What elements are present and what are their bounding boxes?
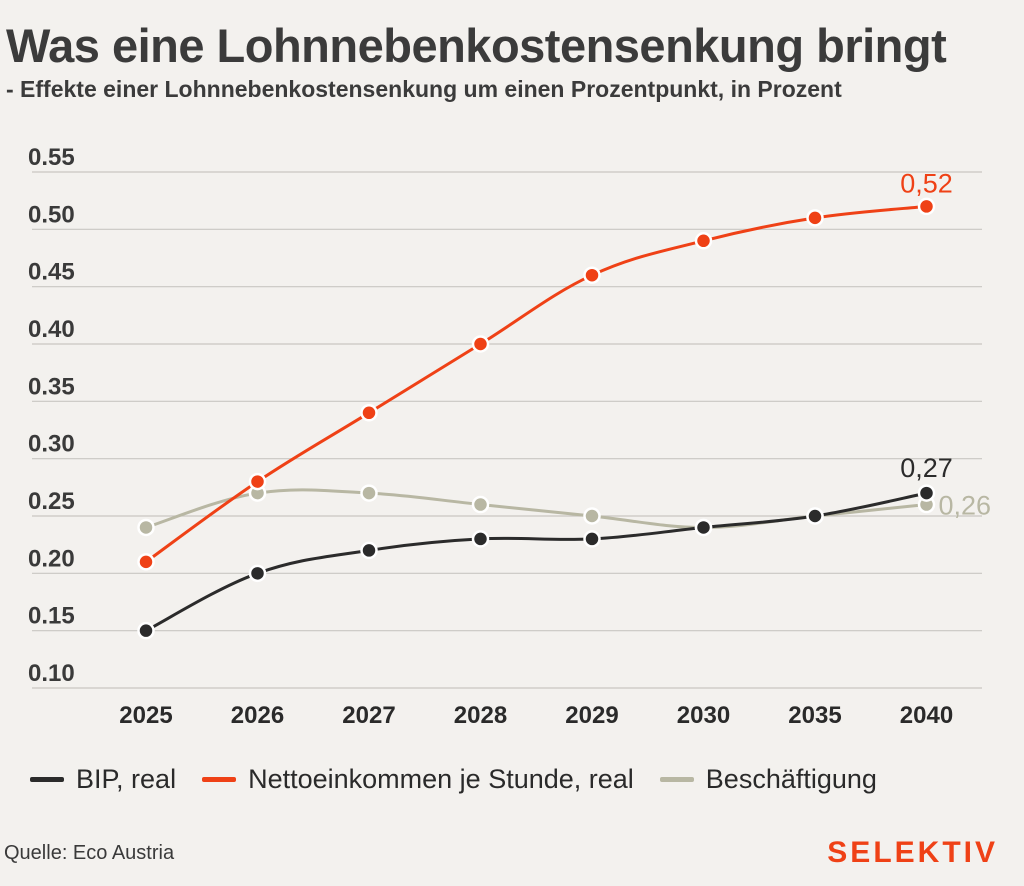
y-tick-label: 0.30 [28, 431, 75, 458]
x-tick-label: 2026 [231, 702, 284, 729]
data-point-bip [917, 484, 936, 502]
data-point-nettoeinkommen [248, 472, 267, 491]
end-label-nettoeinkommen: 0,52 [900, 168, 953, 198]
series-line-nettoeinkommen [144, 204, 928, 564]
end-label-bip: 0,27 [900, 453, 953, 483]
x-tick-label: 2040 [900, 702, 953, 729]
y-tick-label: 0.20 [28, 545, 75, 572]
data-point-beschaeftigung [583, 507, 601, 525]
data-point-beschaeftigung [471, 495, 490, 514]
y-axis-ticks: 0.10 0.15 0.20 0.25 0.30 0.35 0.40 0.45 0.50 0.55 [28, 144, 75, 687]
y-tick-label: 0.25 [28, 488, 75, 515]
line-chart: 0.10 0.15 0.20 0.25 0.30 0.35 0.40 0.45 0.50 0.55… [28, 144, 991, 729]
y-tick-label: 0.55 [28, 144, 75, 171]
grid-layer [32, 171, 982, 689]
chart-title: Was eine Lohnnebenkostensenkung bringt [6, 19, 947, 72]
data-point-bip [471, 530, 490, 548]
data-point-nettoeinkommen [917, 197, 936, 216]
y-tick-label: 0.40 [28, 316, 75, 343]
end-label-beschaeftigung: 0,26 [939, 491, 992, 521]
data-point-bip [360, 541, 378, 560]
legend-item-nettoeinkommen: Nettoeinkommen je Stunde, real [202, 764, 634, 795]
y-tick-label: 0.35 [28, 373, 75, 400]
legend-label-bip: BIP, real [76, 764, 177, 794]
x-tick-label: 2025 [119, 702, 172, 729]
x-tick-label: 2030 [677, 702, 730, 729]
data-point-bip [806, 507, 824, 525]
y-tick-label: 0.10 [28, 660, 75, 687]
data-point-nettoeinkommen [694, 232, 713, 250]
x-tick-label: 2029 [565, 702, 618, 729]
legend-label-beschaeftigung: Beschäftigung [705, 764, 877, 794]
x-axis-ticks: 2025 2026 2027 2028 2029 2030 2035 2040 [119, 702, 953, 729]
data-point-nettoeinkommen [806, 209, 824, 227]
series-points [137, 197, 936, 640]
data-point-beschaeftigung [137, 518, 155, 537]
data-point-nettoeinkommen [471, 335, 490, 353]
source-note: Quelle: Eco Austria [4, 842, 175, 864]
data-point-bip [248, 564, 267, 583]
legend-label-nettoeinkommen: Nettoeinkommen je Stunde, real [248, 764, 634, 794]
data-point-beschaeftigung [360, 484, 378, 502]
x-tick-label: 2035 [788, 702, 841, 729]
data-point-nettoeinkommen [360, 404, 378, 422]
legend-swatch-beschaeftigung [659, 777, 694, 782]
y-tick-label: 0.50 [28, 201, 75, 228]
data-point-bip [694, 518, 713, 537]
data-point-nettoeinkommen [137, 553, 155, 571]
x-tick-label: 2027 [342, 702, 395, 729]
y-tick-label: 0.15 [28, 603, 75, 630]
x-tick-label: 2028 [454, 702, 507, 729]
data-point-nettoeinkommen [583, 266, 601, 284]
legend-item-beschaeftigung: Beschäftigung [659, 764, 877, 795]
brand-logo: SELEKTIV [827, 836, 998, 869]
y-tick-label: 0.45 [28, 259, 75, 286]
legend-swatch-nettoeinkommen [202, 777, 237, 782]
data-point-bip [583, 530, 601, 548]
legend-swatch-bip [30, 777, 64, 782]
legend-item-bip: BIP, real [30, 764, 176, 795]
chart-subtitle: - Effekte einer Lohnnebenkostensenkung u… [6, 76, 842, 102]
data-point-bip [137, 621, 155, 640]
legend: BIP, real Nettoeinkommen je Stunde, real… [30, 764, 877, 795]
end-labels: 0,27 0,52 0,26 [900, 168, 991, 520]
